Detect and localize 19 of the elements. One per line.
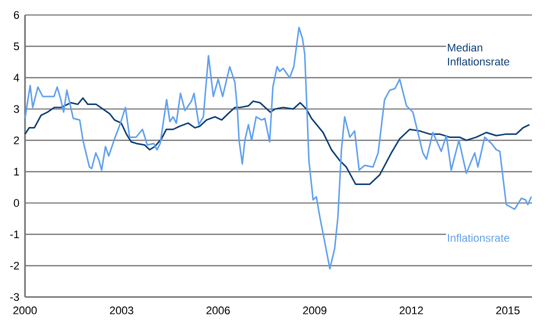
y-tick-label: 1: [14, 168, 19, 176]
y-tick-label: 2: [14, 136, 19, 144]
x-tick-label: 2000: [13, 306, 37, 314]
text: Inflationsrate: [448, 234, 510, 242]
x-tick-label: 2015: [496, 306, 520, 314]
y-tick-label: 4: [14, 74, 20, 82]
y-tick-label: 3: [14, 105, 19, 113]
x-tick-label: 2006: [206, 306, 230, 314]
y-tick-label: -2: [10, 262, 19, 270]
line-series: [24, 26, 532, 270]
y-tick-label: 0: [14, 199, 20, 207]
y-tick-label: 5: [14, 42, 20, 50]
x-tick-label: 2009: [303, 306, 326, 314]
x-tick-label: 2012: [400, 306, 423, 314]
y-tick-label: -3: [10, 293, 19, 301]
text: Median Inflationsrate: [448, 43, 510, 66]
y-tick-label: 6: [14, 11, 19, 19]
x-tick-label: 2003: [110, 306, 134, 314]
y-tick-label: -1: [10, 230, 19, 238]
